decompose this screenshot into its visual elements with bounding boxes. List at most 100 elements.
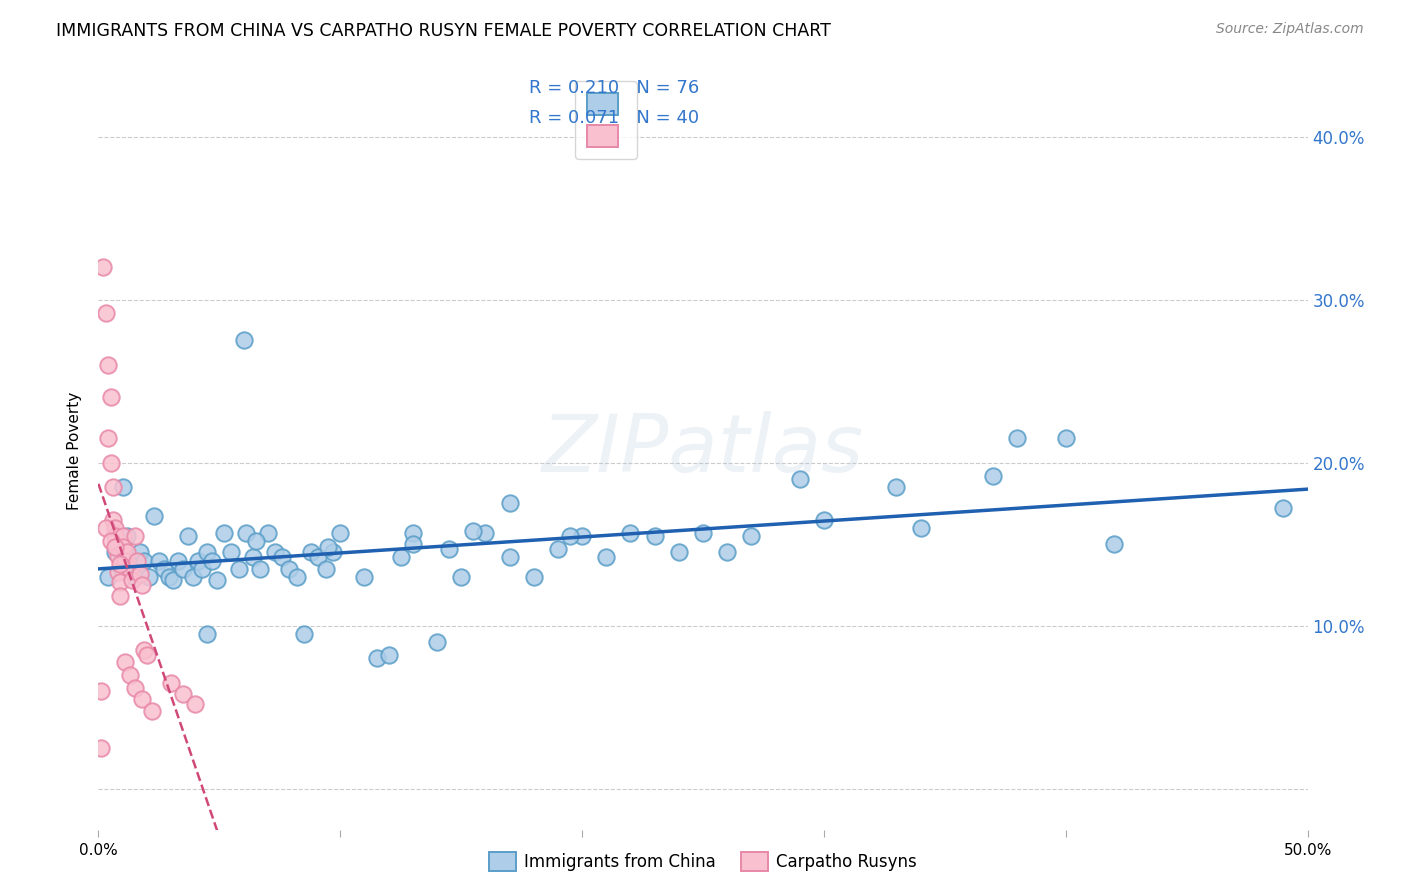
Point [167,553,190,567]
Point [498,550,520,565]
Point [90,684,112,698]
Point [101,480,124,494]
Point [148,553,170,567]
Point [107,549,129,563]
Point [450,570,472,584]
Point [910,521,932,535]
Point [256,525,278,540]
Point [111,541,134,555]
Point [111,480,134,494]
Point [1272,501,1295,516]
Y-axis label: Female Poverty: Female Poverty [67,392,83,509]
Point [1007,431,1029,445]
Point [285,570,308,584]
Point [160,675,183,690]
Point [90,741,112,756]
Point [644,529,666,543]
Point [157,570,180,584]
Point [94,306,117,320]
Point [108,590,131,604]
Point [152,562,174,576]
Point [426,635,449,649]
Point [315,562,337,576]
Point [134,643,156,657]
Point [886,480,908,494]
Point [128,566,150,581]
Point [101,513,124,527]
Point [187,553,209,567]
Point [172,687,194,701]
Point [191,562,214,576]
Point [668,545,690,559]
Point [117,529,139,543]
Point [104,529,127,543]
Point [162,573,184,587]
Text: ZIPatlas: ZIPatlas [541,411,865,490]
Point [692,525,714,540]
Point [104,521,127,535]
Point [813,513,835,527]
Point [228,562,250,576]
Point [789,472,811,486]
Point [389,550,412,565]
Point [100,456,122,470]
Point [205,573,228,587]
Point [131,692,153,706]
Point [128,545,150,559]
Point [177,529,200,543]
Point [124,681,146,695]
Point [97,570,120,584]
Point [195,627,218,641]
Text: R = 0.071   N = 40: R = 0.071 N = 40 [529,110,699,128]
Point [172,562,194,576]
Point [474,525,496,540]
Point [264,545,287,559]
Point [138,570,160,584]
Point [195,545,218,559]
Point [135,648,157,662]
Point [107,565,129,579]
Text: 50.0%: 50.0% [1284,843,1331,857]
Point [292,627,315,641]
Point [402,525,425,540]
Text: R = 0.210   N = 76: R = 0.210 N = 76 [529,79,699,97]
Point [181,570,204,584]
Point [131,578,153,592]
Point [127,553,149,567]
Point [124,570,146,584]
Point [201,553,224,567]
Point [124,529,146,543]
Point [322,545,344,559]
Point [402,537,425,551]
Point [114,553,136,567]
Point [353,570,375,584]
Point [134,553,156,567]
Point [498,496,520,510]
Point [523,570,546,584]
Point [463,524,485,538]
Legend: Immigrants from China, Carpatho Rusyns: Immigrants from China, Carpatho Rusyns [481,843,925,880]
Point [108,574,131,589]
Point [595,550,617,565]
Point [221,545,243,559]
Text: Source: ZipAtlas.com: Source: ZipAtlas.com [1216,22,1364,37]
Point [212,525,235,540]
Point [184,697,207,711]
Point [308,550,330,565]
Point [981,468,1004,483]
Point [100,533,122,548]
Point [547,542,569,557]
Point [1054,431,1077,445]
Point [141,704,163,718]
Point [97,358,120,372]
Point [111,529,134,543]
Point [232,334,254,348]
Point [1102,537,1125,551]
Point [235,525,257,540]
Point [104,541,127,555]
Point [316,541,339,555]
Point [242,550,264,565]
Point [377,648,399,662]
Point [740,529,762,543]
Point [716,545,738,559]
